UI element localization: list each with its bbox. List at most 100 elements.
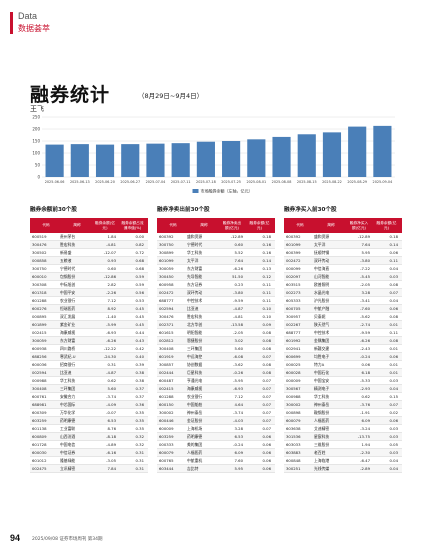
cell-name: 欧普照明 bbox=[314, 281, 330, 287]
cell-extra: 0.59 bbox=[135, 282, 144, 287]
cell-name: 海康威视 bbox=[187, 385, 203, 391]
table-row: 600150 中国船舶 4.64 0.07 bbox=[157, 401, 275, 409]
cell-value: -6.26 bbox=[233, 266, 243, 271]
cell-name: 吉比特 bbox=[187, 465, 199, 471]
cell-name: 胜宏科技 bbox=[187, 313, 203, 319]
cell-value: -13.58 bbox=[230, 322, 243, 327]
cell-value: -0.26 bbox=[233, 370, 243, 375]
cell-value: 6.09 bbox=[234, 450, 243, 455]
cell-name: 华工科技 bbox=[187, 249, 203, 255]
cell-name: 光线传媒 bbox=[314, 465, 330, 471]
cell-name: 中国石化 bbox=[314, 369, 330, 375]
cell-value: -2.74 bbox=[360, 322, 370, 327]
header-value: 融券净卖出额(亿元) bbox=[222, 221, 242, 230]
table-row: 688777 中控技术 -9.59 0.11 bbox=[157, 297, 275, 305]
cell-extra: 0.08 bbox=[389, 338, 398, 343]
cell-extra: 0.08 bbox=[262, 362, 271, 367]
cell-code: 300002 bbox=[286, 402, 301, 407]
cell-code: 300476 bbox=[159, 314, 174, 319]
footer-meta: 2025/09/08 证券市场周刊 第34期 bbox=[32, 537, 103, 542]
cell-name: 山西汾酒 bbox=[60, 433, 76, 439]
cell-value: -3.74 bbox=[106, 394, 116, 399]
cell-extra: 0.15 bbox=[389, 394, 398, 399]
cell-value: 5.95 bbox=[234, 466, 243, 471]
table-row: 600392 盛和资源 -12.89 0.18 bbox=[157, 233, 275, 241]
cell-name: 隆基绿能 bbox=[60, 457, 76, 463]
cell-name: 华工科技 bbox=[314, 393, 330, 399]
x-tick-label: 2025-07-25 bbox=[221, 180, 241, 184]
table-row: 603638 艾迪精密 -3.24 0.03 bbox=[284, 425, 402, 433]
cell-value: -4.87 bbox=[106, 370, 116, 375]
cell-value: 7.60 bbox=[234, 458, 243, 463]
cell-code: 000009 bbox=[286, 378, 301, 383]
page-number: 94 bbox=[10, 533, 21, 543]
cell-extra: 0.08 bbox=[262, 338, 271, 343]
cell-extra: 0.16 bbox=[262, 242, 271, 247]
cell-value: -3.80 bbox=[360, 258, 370, 263]
table-row: 688256 寒武纪-U -24.30 0.40 bbox=[30, 353, 148, 361]
cell-extra: 0.05 bbox=[389, 442, 398, 447]
cell-extra: 0.32 bbox=[135, 442, 144, 447]
cell-value: -6.08 bbox=[233, 354, 243, 359]
table-row: 600958 东方证券 0.23 0.11 bbox=[157, 281, 275, 289]
header-value: 融券净买入额(亿元) bbox=[349, 221, 369, 230]
cell-code: 603444 bbox=[159, 466, 174, 471]
cell-value: -2.89 bbox=[360, 466, 370, 471]
table-title: 融券净卖出前30个股 bbox=[157, 207, 210, 213]
table-body: 600392 盛和资源 -12.89 0.18 300750 宁德时代 0.60 0.16 30… bbox=[157, 233, 275, 473]
cell-name: 上海机场 bbox=[187, 425, 203, 431]
short-balance-chart: 250 200 150 100 50 0 2025-06-06 2025-06-13 2025-… bbox=[28, 114, 399, 202]
cell-name: 五粮液 bbox=[60, 257, 72, 263]
y-tick-label: 100 bbox=[32, 151, 40, 156]
cell-code: 002097 bbox=[286, 274, 301, 279]
author: 王飞 bbox=[30, 105, 44, 113]
cell-value: 0.31 bbox=[107, 362, 116, 367]
cell-value: -13.75 bbox=[357, 434, 370, 439]
cell-extra: 0.01 bbox=[389, 362, 398, 367]
cell-name: 药明康德 bbox=[187, 433, 203, 439]
cell-extra: 0.11 bbox=[389, 330, 398, 335]
cell-extra: 0.38 bbox=[135, 378, 144, 383]
table-row: 300059 东方财富 -6.26 0.43 bbox=[30, 337, 148, 345]
cell-name: 恩捷股份 bbox=[187, 337, 203, 343]
cell-value: -4.81 bbox=[106, 242, 116, 247]
cell-value: -3.62 bbox=[233, 362, 243, 367]
table-header: 代码 简称 融券净卖出额(亿元) 融券余额(亿元) bbox=[157, 218, 275, 233]
cell-code: 601099 bbox=[286, 242, 301, 247]
cell-value: -3.80 bbox=[233, 290, 243, 295]
table-row: 000333 美的集团 -0.24 0.06 bbox=[157, 441, 275, 449]
cell-code: 601138 bbox=[32, 426, 47, 431]
cell-code: 300002 bbox=[159, 410, 174, 415]
cell-extra: 0.37 bbox=[135, 386, 144, 391]
cell-extra: 0.06 bbox=[389, 354, 398, 359]
cell-extra: 0.07 bbox=[262, 354, 271, 359]
table-row: 601288 农业银行 7.12 0.53 bbox=[30, 297, 148, 305]
cell-name: 美的集团 bbox=[187, 441, 203, 447]
cell-name: 艾迪精密 bbox=[314, 425, 330, 431]
cell-name: 比亚迪 bbox=[187, 305, 199, 311]
legend-swatch bbox=[192, 189, 199, 193]
cell-value: 7.12 bbox=[234, 394, 243, 399]
cell-value: -9.59 bbox=[360, 330, 370, 335]
cell-code: 601899 bbox=[32, 322, 47, 327]
cell-name: 神州泰岳 bbox=[314, 401, 330, 407]
table-row: 002594 比亚迪 -4.87 0.10 bbox=[157, 305, 275, 313]
y-tick-label: 200 bbox=[32, 127, 40, 132]
page-title: 融券统计 bbox=[30, 84, 111, 106]
cell-extra: 0.06 bbox=[262, 442, 271, 447]
cell-name: 精测电子 bbox=[314, 385, 330, 391]
x-tick-label: 2025-06-27 bbox=[120, 180, 140, 184]
cell-code: 600519 bbox=[32, 234, 47, 239]
cell-value: 0.60 bbox=[107, 266, 116, 271]
cell-value: 7.64 bbox=[361, 242, 370, 247]
cell-code: 600809 bbox=[32, 434, 47, 439]
table-row: 300059 东方财富 -6.26 0.13 bbox=[157, 265, 275, 273]
table-row: 600010 包钢股份 -12.86 0.59 bbox=[30, 273, 148, 281]
table-row: 300750 宁德时代 0.60 0.16 bbox=[157, 241, 275, 249]
cell-name: 盛和资源 bbox=[187, 233, 203, 239]
header-name: 简称 bbox=[200, 223, 208, 228]
cell-extra: 0.16 bbox=[262, 250, 271, 255]
cell-code: 300251 bbox=[286, 466, 301, 471]
bar bbox=[373, 125, 392, 177]
x-tick-label: 2025-08-29 bbox=[347, 180, 367, 184]
